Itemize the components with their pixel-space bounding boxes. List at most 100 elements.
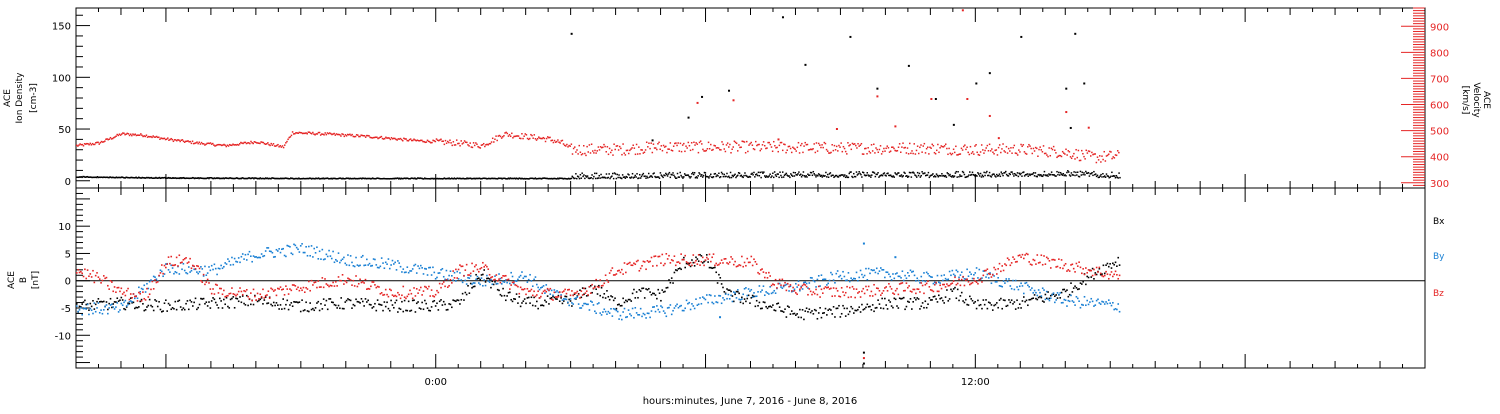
density-point	[327, 178, 330, 180]
density-point	[996, 173, 998, 176]
bx-point	[960, 291, 963, 294]
density-point	[876, 87, 879, 90]
density-point	[555, 178, 557, 180]
bx-point	[889, 301, 892, 303]
velocity-point	[835, 145, 838, 148]
density-point	[992, 173, 994, 175]
magnetic-field-frame	[75, 187, 1426, 369]
bx-point	[1070, 282, 1072, 284]
velocity-point	[134, 133, 136, 135]
density-point	[988, 171, 991, 174]
density-point	[328, 178, 331, 180]
velocity-point	[902, 142, 904, 144]
by-point	[778, 282, 781, 285]
by-point	[893, 277, 896, 280]
density-point	[925, 174, 928, 176]
density-point	[87, 176, 90, 179]
bz-point	[699, 264, 701, 266]
bx-point	[552, 295, 554, 298]
by-point	[749, 290, 751, 292]
density-point	[1039, 174, 1041, 177]
bx-point	[1098, 267, 1101, 270]
bz-point	[513, 281, 515, 283]
bz-point	[313, 281, 316, 284]
bz-point	[581, 294, 584, 296]
by-point	[282, 247, 284, 250]
bz-point	[1010, 262, 1013, 264]
by-point	[258, 256, 260, 259]
bz-point	[807, 293, 809, 296]
density-point	[582, 175, 584, 178]
bz-point	[765, 272, 767, 274]
by-point	[828, 279, 831, 282]
velocity-point	[1109, 150, 1111, 153]
velocity-point	[384, 137, 386, 140]
density-point	[981, 174, 984, 177]
bz-point	[391, 294, 394, 296]
velocity-point	[301, 132, 304, 135]
bz-point	[1072, 267, 1075, 270]
bz-point	[212, 288, 214, 290]
density-point	[549, 177, 551, 180]
velocity-point	[253, 141, 256, 143]
by-point	[568, 304, 570, 307]
bz-point	[150, 288, 152, 291]
density-point	[643, 175, 645, 178]
velocity-point	[83, 143, 86, 145]
bx-point	[504, 299, 507, 302]
bx-point	[411, 299, 414, 302]
bx-point	[139, 300, 142, 303]
bz-point	[263, 297, 266, 299]
bz-point	[401, 294, 403, 297]
density-point	[989, 175, 992, 177]
bx-point	[604, 297, 607, 299]
by-point	[956, 270, 959, 273]
density-point	[522, 178, 525, 180]
bx-point	[84, 299, 86, 302]
bx-point	[112, 303, 115, 305]
velocity-point	[1010, 147, 1012, 149]
density-point	[1074, 174, 1076, 177]
by-point	[403, 271, 406, 274]
bx-point	[171, 306, 174, 309]
bz-point	[724, 258, 727, 260]
bz-point	[630, 264, 633, 267]
velocity-point	[403, 137, 405, 140]
density-point	[638, 177, 640, 179]
bx-point	[430, 306, 433, 308]
bz-point	[1116, 273, 1118, 276]
bx-point	[964, 298, 967, 301]
velocity-point	[1067, 150, 1070, 152]
bz-point	[685, 261, 688, 263]
bx-point	[94, 303, 97, 306]
velocity-point	[1081, 149, 1083, 152]
bz-point	[1028, 261, 1030, 263]
density-point	[291, 177, 294, 180]
bz-point	[1013, 258, 1016, 260]
density-point	[887, 172, 889, 174]
velocity-point	[1005, 145, 1008, 148]
by-point	[772, 291, 774, 294]
bx-point	[944, 296, 947, 298]
density-point	[561, 177, 564, 180]
density-point	[957, 171, 959, 173]
bz-point	[835, 287, 838, 290]
density-point	[762, 172, 764, 174]
by-point	[299, 245, 302, 247]
bz-point	[94, 274, 97, 277]
density-point	[139, 177, 142, 179]
by-point	[680, 304, 682, 307]
velocity-point	[674, 142, 676, 145]
by-point	[410, 270, 413, 272]
bz-point	[328, 285, 330, 288]
density-point	[1049, 173, 1052, 176]
density-point	[629, 176, 631, 179]
velocity-point	[288, 136, 290, 139]
density-point	[1074, 32, 1077, 35]
bz-point	[817, 285, 820, 288]
density-point	[857, 173, 860, 175]
bx-point	[177, 300, 179, 303]
by-point	[606, 313, 608, 315]
density-point	[369, 177, 371, 180]
bx-point	[562, 300, 565, 302]
